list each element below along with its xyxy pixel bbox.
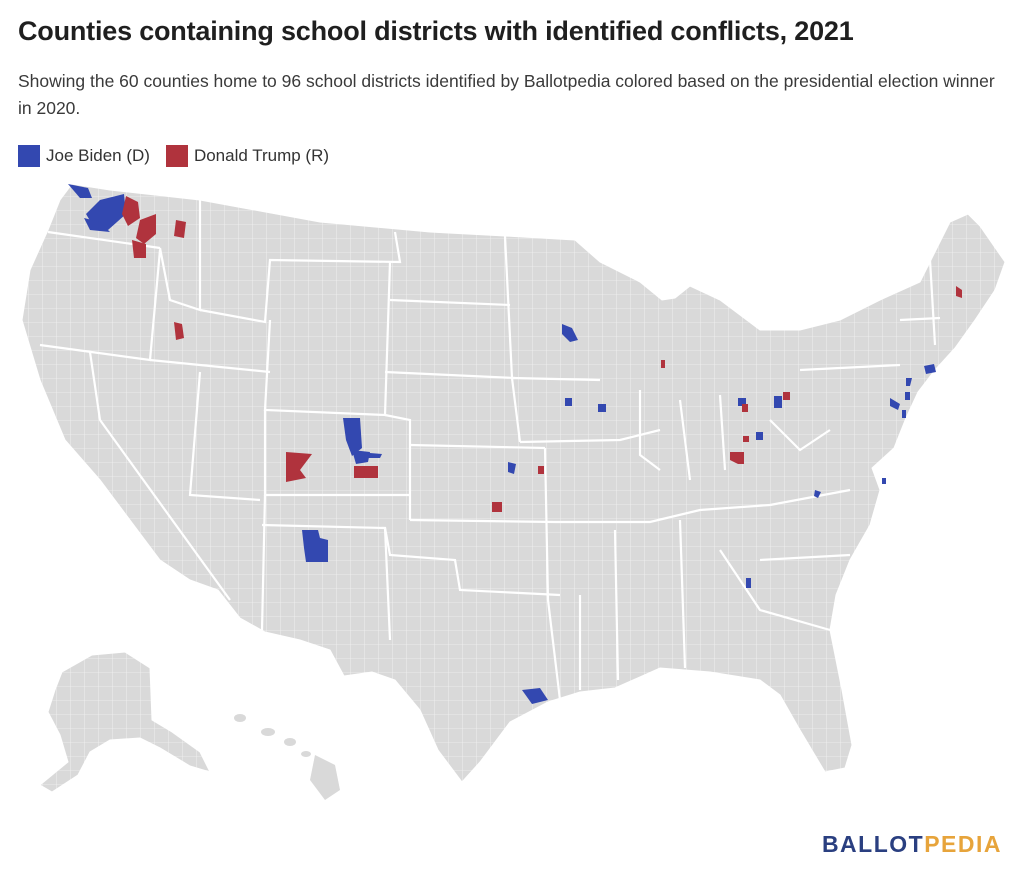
trump-counties xyxy=(122,196,962,512)
county-biden-co-2 xyxy=(358,452,382,458)
county-biden-mn xyxy=(562,324,578,342)
county-biden-ky xyxy=(814,490,821,498)
county-biden-in-1 xyxy=(756,432,763,440)
county-biden-ny xyxy=(906,378,912,386)
county-biden-nj xyxy=(902,410,906,418)
county-biden-oh-2 xyxy=(774,396,782,408)
county-trump-ks xyxy=(492,502,502,512)
county-biden-ks xyxy=(508,462,516,474)
county-biden-wy xyxy=(343,418,362,456)
county-trump-id xyxy=(174,322,184,340)
county-grid-overlay xyxy=(22,184,1005,782)
county-trump-co xyxy=(354,466,378,478)
chart-title: Counties containing school districts wit… xyxy=(18,16,854,46)
county-biden-pa-2 xyxy=(905,392,910,400)
county-biden-ct xyxy=(924,364,936,374)
legend-item-trump: Donald Trump (R) xyxy=(165,145,330,167)
county-trump-oh-2 xyxy=(783,392,790,400)
county-biden-wa-3 xyxy=(84,218,110,232)
county-biden-ia-1 xyxy=(565,398,572,406)
county-trump-oh-1 xyxy=(742,404,748,412)
biden-counties xyxy=(68,184,936,704)
state-borders xyxy=(39,200,941,701)
county-biden-pa-1 xyxy=(890,398,900,410)
hawaii xyxy=(234,714,340,800)
county-trump-wa-2 xyxy=(136,214,156,244)
county-biden-az xyxy=(302,530,328,562)
county-biden-tx xyxy=(522,688,548,704)
county-biden-ia-2 xyxy=(598,404,606,412)
legend: Joe Biden (D) Donald Trump (R) xyxy=(18,145,329,167)
legend-label-trump: Donald Trump (R) xyxy=(193,146,330,165)
county-trump-ut xyxy=(286,452,312,482)
county-biden-wa-1 xyxy=(68,184,92,198)
county-trump-wi xyxy=(661,360,665,368)
county-trump-me xyxy=(956,286,962,298)
ballotpedia-logo: BALLOTPEDIA xyxy=(821,831,1002,857)
us-county-map xyxy=(21,183,1006,800)
county-trump-wa-4 xyxy=(174,220,186,238)
legend-swatch-biden xyxy=(18,145,40,167)
alaska-grid xyxy=(40,652,210,792)
county-trump-mo xyxy=(538,466,544,474)
county-trump-wa-3 xyxy=(132,240,146,258)
legend-item-biden: Joe Biden (D) xyxy=(18,145,150,167)
county-trump-in-1 xyxy=(743,436,749,442)
county-biden-ga xyxy=(746,578,751,588)
legend-label-biden: Joe Biden (D) xyxy=(46,146,150,165)
legend-swatch-trump xyxy=(165,145,188,167)
county-trump-in-2 xyxy=(730,452,744,464)
chart-subtitle: Showing the 60 counties home to 96 schoo… xyxy=(18,71,995,118)
county-biden-va xyxy=(882,478,886,484)
county-trump-wa-1 xyxy=(122,196,140,226)
